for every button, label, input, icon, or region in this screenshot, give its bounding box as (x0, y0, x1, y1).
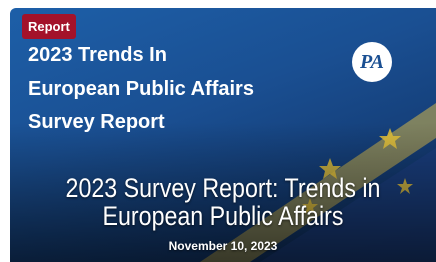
image-heading: European Public Affairs (28, 78, 254, 101)
report-card[interactable]: Report 2023 Trends In European Public Af… (10, 8, 436, 262)
card-date: November 10, 2023 (10, 239, 436, 253)
logo: PA (352, 42, 392, 82)
card-title[interactable]: 2023 Survey Report: Trends in European P… (48, 174, 397, 230)
page: Report 2023 Trends In European Public Af… (0, 0, 436, 262)
category-badge[interactable]: Report (22, 14, 76, 39)
image-heading: Survey Report (28, 111, 165, 134)
image-heading: 2023 Trends In (28, 44, 167, 67)
